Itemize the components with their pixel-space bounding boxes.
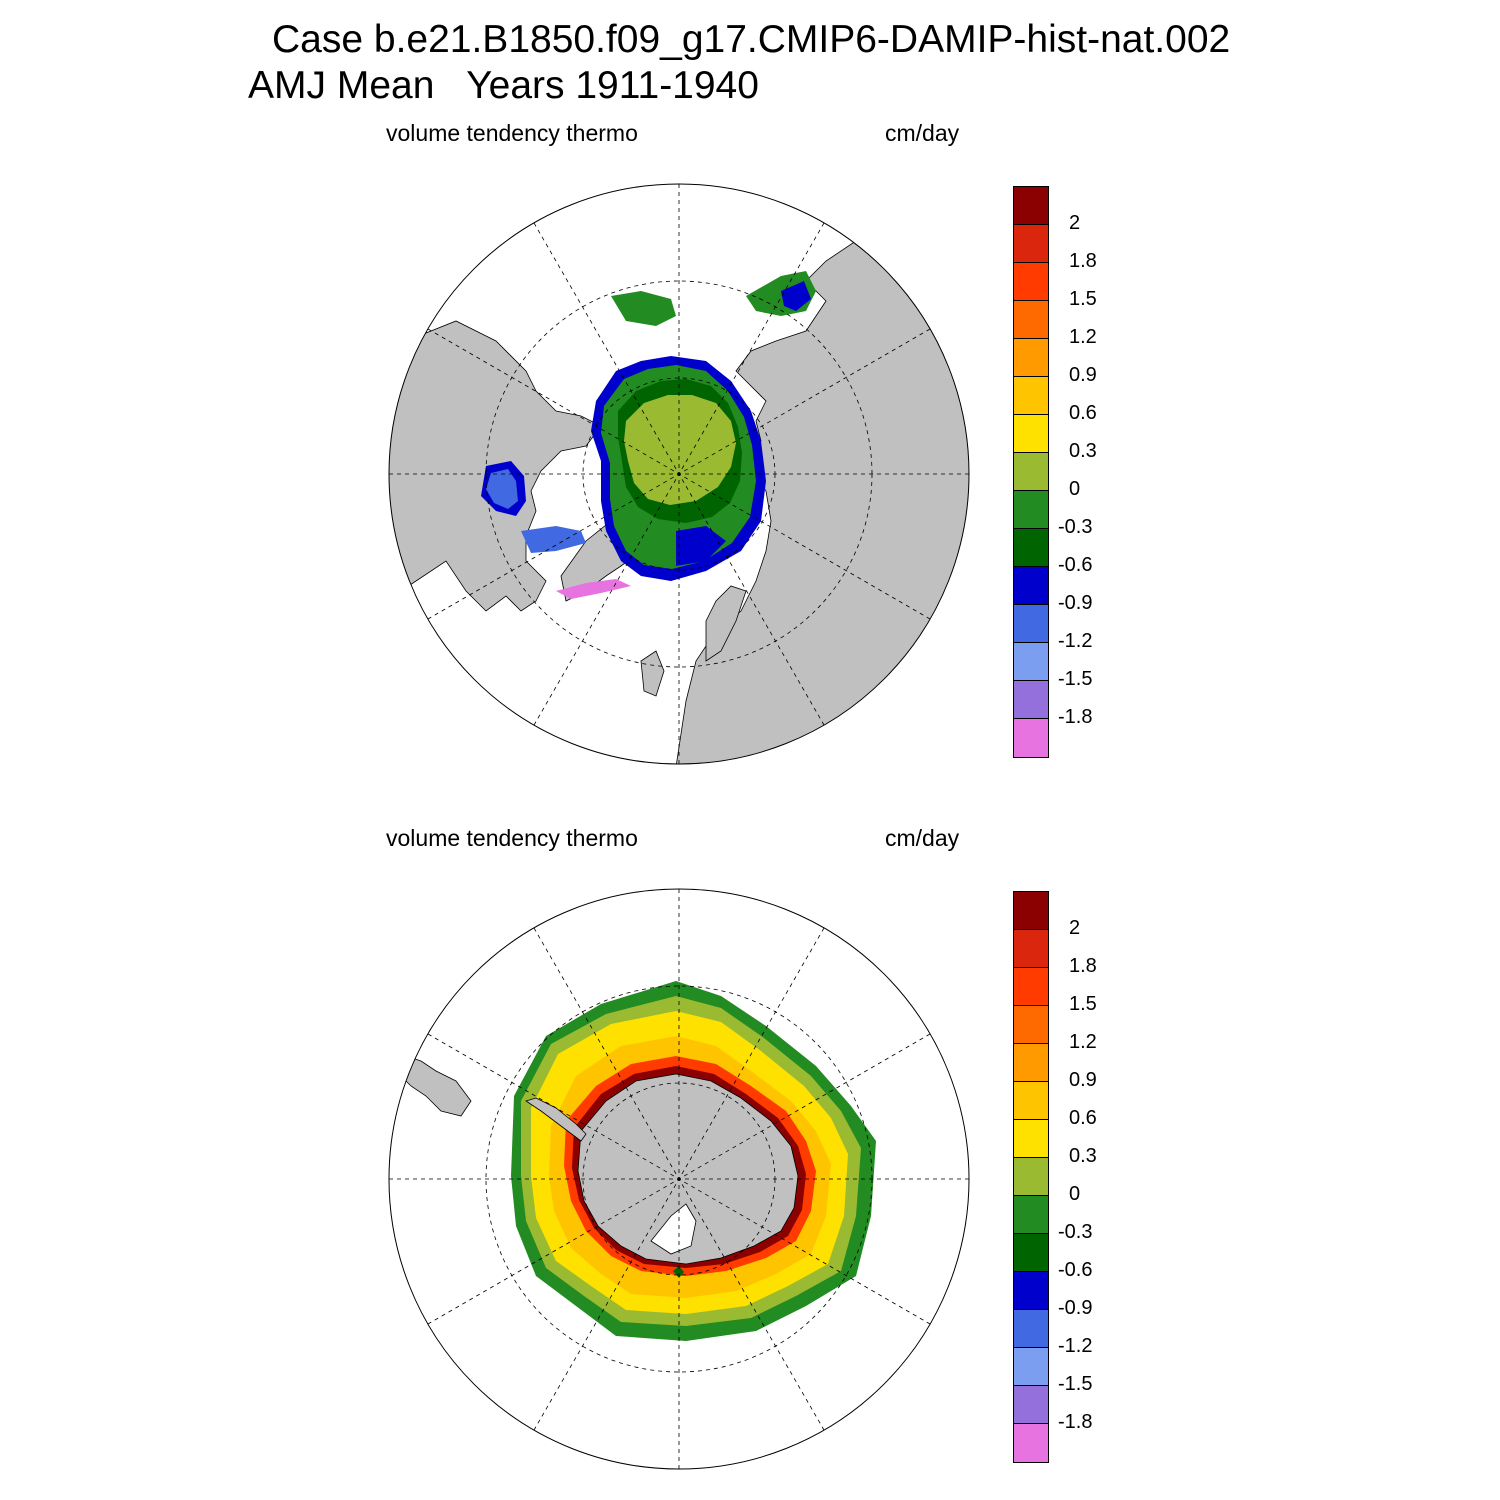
colorbar-tick-label: 1.2 bbox=[1069, 326, 1097, 349]
colorbar-swatch bbox=[1014, 605, 1048, 643]
colorbar-tick-label: -1.2 bbox=[1058, 1335, 1092, 1358]
colorbar-swatch bbox=[1014, 263, 1048, 301]
colorbar-swatch bbox=[1014, 1158, 1048, 1196]
antarctic-polar-map bbox=[386, 886, 972, 1472]
colorbar-tick-label: -0.3 bbox=[1058, 1221, 1092, 1244]
colorbar-swatch bbox=[1014, 968, 1048, 1006]
colorbar-tick-label: 1.5 bbox=[1069, 993, 1097, 1016]
colorbar-tick-label: -1.5 bbox=[1058, 1373, 1092, 1396]
colorbar-tick-label: -0.3 bbox=[1058, 516, 1092, 539]
colorbar-tick-label: -1.8 bbox=[1058, 706, 1092, 729]
colorbar-tick-label: 0.9 bbox=[1069, 1069, 1097, 1092]
panel1-colorbar bbox=[1013, 186, 1049, 758]
colorbar-tick-label: 1.8 bbox=[1069, 250, 1097, 273]
colorbar-tick-label: 0.6 bbox=[1069, 1107, 1097, 1130]
colorbar-tick-label: 0.3 bbox=[1069, 1145, 1097, 1168]
colorbar-swatch bbox=[1014, 301, 1048, 339]
colorbar-swatch bbox=[1014, 1006, 1048, 1044]
arctic-polar-map bbox=[386, 181, 972, 767]
colorbar-tick-label: 2 bbox=[1069, 212, 1080, 235]
colorbar-swatch bbox=[1014, 1044, 1048, 1082]
colorbar-tick-label: -1.2 bbox=[1058, 630, 1092, 653]
colorbar-swatch bbox=[1014, 1196, 1048, 1234]
figure-title-period: AMJ Mean Years 1911-1940 bbox=[248, 64, 759, 108]
colorbar-swatch bbox=[1014, 377, 1048, 415]
colorbar-tick-label: 1.8 bbox=[1069, 955, 1097, 978]
panel2-variable-label: volume tendency thermo bbox=[386, 825, 638, 852]
colorbar-tick-label: 0.6 bbox=[1069, 402, 1097, 425]
colorbar-swatch bbox=[1014, 187, 1048, 225]
colorbar-tick-label: 0 bbox=[1069, 1183, 1080, 1206]
colorbar-swatch bbox=[1014, 1082, 1048, 1120]
panel1-units-label: cm/day bbox=[885, 120, 959, 147]
colorbar-tick-label: -0.6 bbox=[1058, 554, 1092, 577]
colorbar-swatch bbox=[1014, 1386, 1048, 1424]
colorbar-swatch bbox=[1014, 643, 1048, 681]
colorbar-swatch bbox=[1014, 681, 1048, 719]
colorbar-tick-label: 0.3 bbox=[1069, 440, 1097, 463]
colorbar-swatch bbox=[1014, 339, 1048, 377]
figure-title-case: Case b.e21.B1850.f09_g17.CMIP6-DAMIP-his… bbox=[272, 18, 1230, 62]
colorbar-tick-label: 2 bbox=[1069, 917, 1080, 940]
colorbar-swatch bbox=[1014, 415, 1048, 453]
colorbar-swatch bbox=[1014, 892, 1048, 930]
colorbar-tick-label: -0.6 bbox=[1058, 1259, 1092, 1282]
colorbar-swatch bbox=[1014, 930, 1048, 968]
colorbar-swatch bbox=[1014, 225, 1048, 263]
colorbar-swatch bbox=[1014, 491, 1048, 529]
colorbar-swatch bbox=[1014, 1272, 1048, 1310]
panel2-colorbar bbox=[1013, 891, 1049, 1463]
colorbar-swatch bbox=[1014, 1120, 1048, 1158]
colorbar-swatch bbox=[1014, 1234, 1048, 1272]
colorbar-swatch bbox=[1014, 1424, 1048, 1462]
colorbar-tick-label: 1.2 bbox=[1069, 1031, 1097, 1054]
colorbar-swatch bbox=[1014, 453, 1048, 491]
colorbar-tick-label: -0.9 bbox=[1058, 592, 1092, 615]
colorbar-tick-label: 1.5 bbox=[1069, 288, 1097, 311]
colorbar-tick-label: -1.8 bbox=[1058, 1411, 1092, 1434]
colorbar-swatch bbox=[1014, 529, 1048, 567]
panel2-units-label: cm/day bbox=[885, 825, 959, 852]
colorbar-tick-label: -1.5 bbox=[1058, 668, 1092, 691]
panel1-variable-label: volume tendency thermo bbox=[386, 120, 638, 147]
colorbar-swatch bbox=[1014, 1310, 1048, 1348]
colorbar-swatch bbox=[1014, 567, 1048, 605]
colorbar-swatch bbox=[1014, 1348, 1048, 1386]
colorbar-tick-label: -0.9 bbox=[1058, 1297, 1092, 1320]
colorbar-tick-label: 0 bbox=[1069, 478, 1080, 501]
colorbar-swatch bbox=[1014, 719, 1048, 757]
colorbar-tick-label: 0.9 bbox=[1069, 364, 1097, 387]
